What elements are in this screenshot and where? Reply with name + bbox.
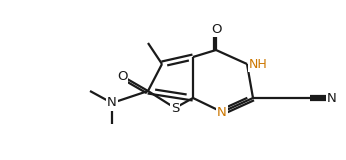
Text: N: N (217, 105, 227, 119)
Text: O: O (117, 69, 127, 83)
Text: O: O (211, 23, 221, 36)
Text: NH: NH (249, 57, 268, 71)
Text: S: S (171, 101, 179, 115)
Text: N: N (327, 92, 337, 104)
Text: N: N (107, 96, 117, 109)
